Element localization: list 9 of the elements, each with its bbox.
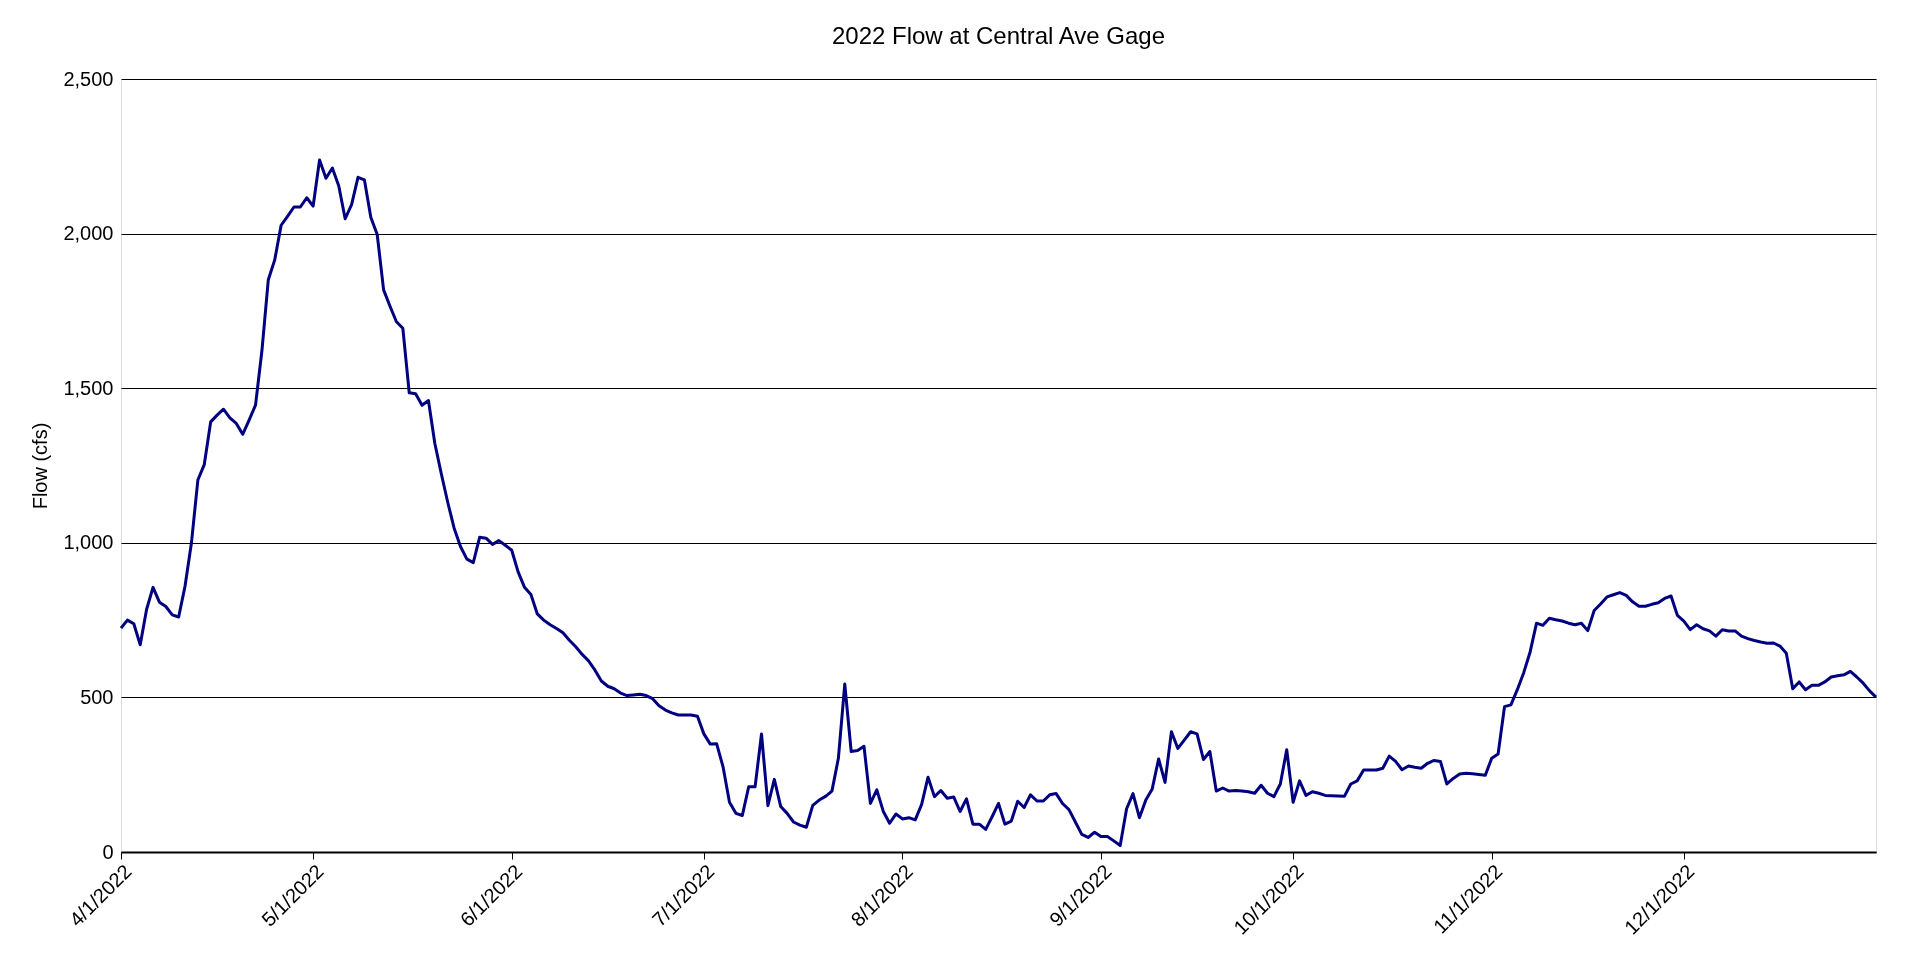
y-tick-label: 500 bbox=[80, 685, 114, 708]
y-tick-label: 1,500 bbox=[63, 376, 114, 399]
line-series bbox=[119, 158, 1878, 848]
chart-title: 2022 Flow at Central Ave Gage bbox=[831, 22, 1166, 49]
y-tick-label: 0 bbox=[102, 840, 114, 863]
y-tick-label: 2,000 bbox=[63, 222, 114, 245]
y-tick-label: 1,000 bbox=[63, 531, 114, 554]
y-tick-label: 2,500 bbox=[63, 67, 114, 90]
y-axis-title: Flow (cfs) bbox=[29, 422, 52, 510]
